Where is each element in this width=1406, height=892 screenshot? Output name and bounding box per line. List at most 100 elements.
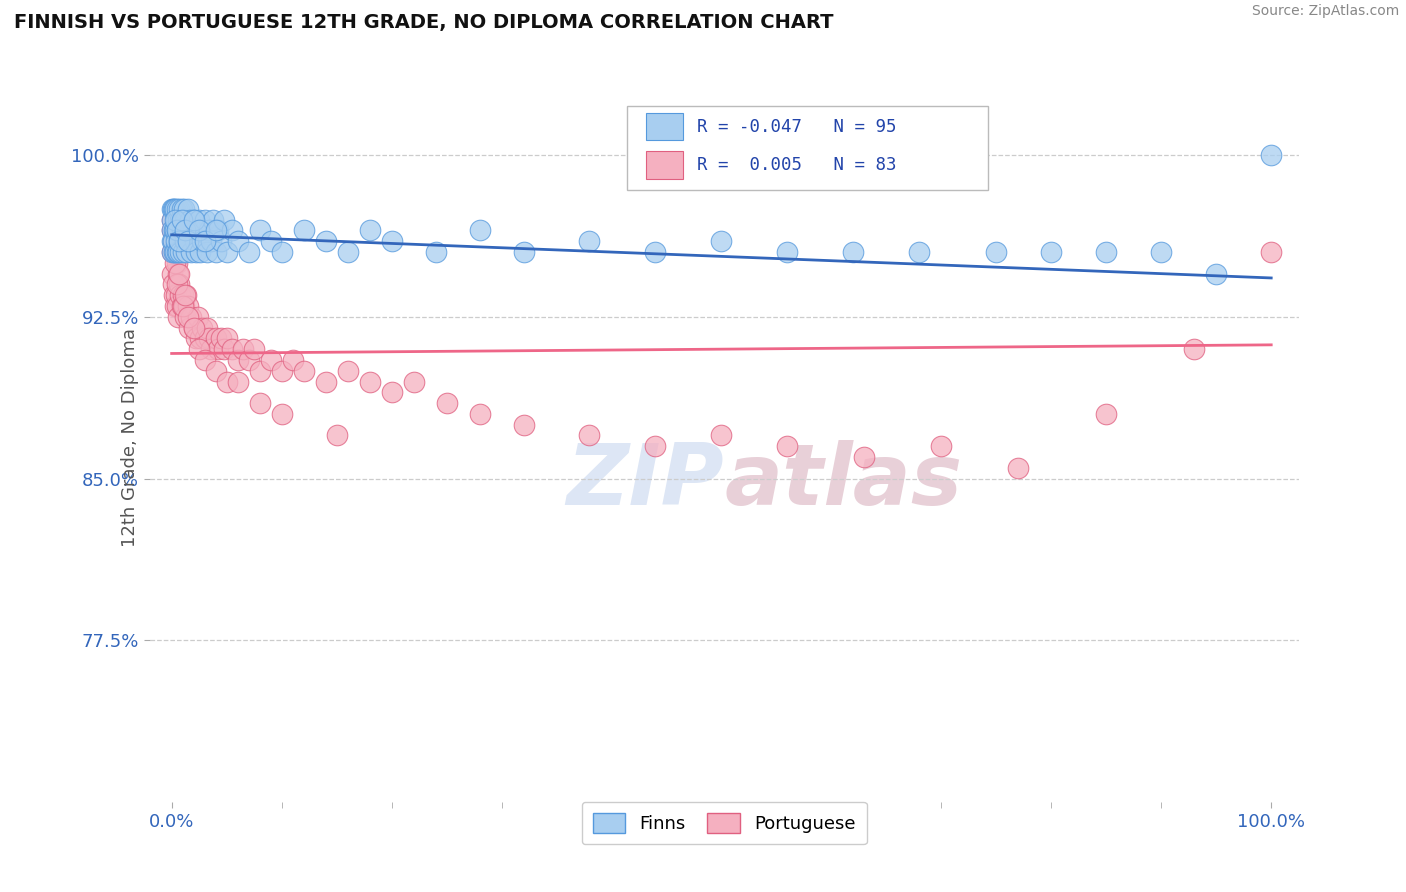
Point xyxy=(163,202,186,216)
Point xyxy=(165,245,187,260)
Point xyxy=(172,245,194,260)
Point xyxy=(270,407,292,421)
Point xyxy=(842,245,865,260)
Point xyxy=(578,428,600,442)
Point xyxy=(198,331,221,345)
Text: atlas: atlas xyxy=(724,440,962,523)
Point xyxy=(163,202,186,216)
Point xyxy=(163,245,186,260)
Point xyxy=(644,245,666,260)
Point xyxy=(776,245,799,260)
Point xyxy=(1040,245,1063,260)
Point xyxy=(172,288,194,302)
Point xyxy=(194,353,217,368)
Point xyxy=(167,245,190,260)
Point xyxy=(710,234,733,248)
Point xyxy=(191,234,214,248)
Point xyxy=(160,267,183,281)
Point xyxy=(204,245,226,260)
Point xyxy=(160,202,183,216)
Point xyxy=(166,245,188,260)
Point xyxy=(177,299,200,313)
Point xyxy=(165,212,187,227)
Point xyxy=(177,310,200,324)
Point xyxy=(160,212,183,227)
Point xyxy=(170,223,193,237)
Point xyxy=(160,245,183,260)
Point xyxy=(179,320,201,334)
Point xyxy=(259,234,281,248)
Point xyxy=(204,364,226,378)
Point xyxy=(184,234,207,248)
Point xyxy=(163,223,186,237)
Point xyxy=(170,212,193,227)
Point xyxy=(249,364,271,378)
Point xyxy=(173,234,195,248)
Point xyxy=(167,310,190,324)
Point xyxy=(186,223,208,237)
Point xyxy=(1095,245,1118,260)
Point xyxy=(165,288,187,302)
Point xyxy=(169,234,191,248)
Point xyxy=(425,245,447,260)
Point xyxy=(359,223,381,237)
Point xyxy=(986,245,1008,260)
Point xyxy=(177,234,200,248)
Point xyxy=(512,245,534,260)
Point xyxy=(167,223,190,237)
Point xyxy=(259,353,281,368)
Point xyxy=(181,223,204,237)
Point xyxy=(215,375,238,389)
Point xyxy=(243,342,266,356)
Point xyxy=(162,277,184,292)
Point xyxy=(169,212,191,227)
Point xyxy=(232,342,254,356)
Point xyxy=(578,234,600,248)
Point xyxy=(512,417,534,432)
Point xyxy=(226,234,249,248)
Point xyxy=(163,223,186,237)
Text: R =  0.005   N = 83: R = 0.005 N = 83 xyxy=(696,156,896,174)
Point xyxy=(166,277,188,292)
Point xyxy=(1150,245,1173,260)
Point xyxy=(710,428,733,442)
Point xyxy=(183,320,205,334)
Point xyxy=(207,223,229,237)
Point xyxy=(221,342,243,356)
Point xyxy=(166,256,188,270)
Point xyxy=(209,331,232,345)
Point xyxy=(166,223,188,237)
Point xyxy=(160,223,183,237)
Text: R = -0.047   N = 95: R = -0.047 N = 95 xyxy=(696,118,896,136)
Legend: Finns, Portuguese: Finns, Portuguese xyxy=(582,802,866,845)
Point xyxy=(249,396,271,410)
Point xyxy=(1205,267,1227,281)
Point xyxy=(270,245,292,260)
Point xyxy=(174,288,197,302)
Point xyxy=(292,223,315,237)
Point xyxy=(166,223,188,237)
Point xyxy=(188,331,211,345)
Point xyxy=(1182,342,1205,356)
Point xyxy=(170,202,193,216)
Point xyxy=(468,223,491,237)
Point xyxy=(163,245,186,260)
Point xyxy=(249,223,271,237)
Point xyxy=(194,331,217,345)
Point xyxy=(188,223,211,237)
Point xyxy=(931,439,953,453)
Point xyxy=(190,223,212,237)
Point xyxy=(173,223,195,237)
Point xyxy=(176,223,198,237)
Point xyxy=(173,310,195,324)
Point xyxy=(170,299,193,313)
Point xyxy=(325,428,347,442)
Point xyxy=(292,364,315,378)
Point xyxy=(238,245,260,260)
Point xyxy=(380,385,402,400)
Point xyxy=(204,223,226,237)
Point xyxy=(184,331,207,345)
Point xyxy=(160,234,183,248)
Point xyxy=(169,245,191,260)
Point xyxy=(173,202,195,216)
